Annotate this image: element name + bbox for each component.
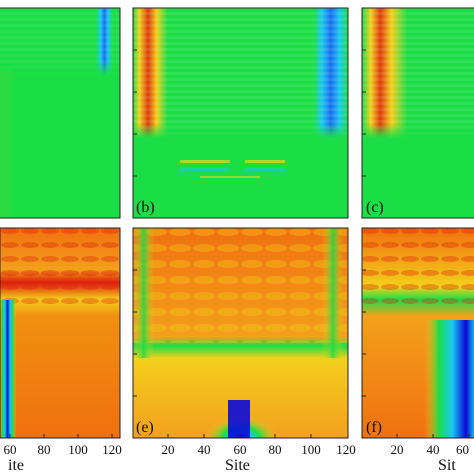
x-tick-label: 120 — [102, 442, 122, 457]
x-tick-label: 60 — [4, 442, 17, 457]
x-tick-label: 40 — [427, 442, 440, 457]
x-tick-label: 20 — [391, 442, 404, 457]
panel-f — [361, 227, 474, 439]
panel-b-lower-bands — [180, 160, 285, 178]
x-tick-label: 80 — [38, 442, 51, 457]
x-axis-label-d: ite — [8, 457, 24, 474]
panel-c — [361, 7, 474, 219]
x-tick-label: 100 — [301, 442, 321, 457]
panel-a-top — [0, 7, 121, 219]
panel-tag-f: (f) — [366, 419, 382, 436]
x-tick-label: 40 — [198, 442, 211, 457]
x-tick-label: 80 — [269, 442, 282, 457]
x-axis-label-f: Sit — [438, 457, 456, 474]
panel-b — [132, 7, 349, 219]
x-tick-label: 100 — [68, 442, 88, 457]
x-tick-label: 60 — [456, 442, 469, 457]
panel-tag-c: (c) — [366, 199, 384, 216]
x-tick-label: 60 — [234, 442, 247, 457]
panel-e — [132, 227, 349, 439]
panel-tag-e: (e) — [136, 419, 154, 436]
x-tick-label: 120 — [336, 442, 356, 457]
panel-d — [0, 227, 121, 439]
panel-tag-b: (b) — [136, 199, 155, 216]
x-tick-label: 20 — [162, 442, 175, 457]
panel-b-ticks — [133, 49, 137, 177]
x-tick-labels: 60 80 100 120 20 40 60 80 100 120 20 40 60 — [4, 442, 470, 457]
x-axis-label-e: Site — [225, 457, 250, 474]
